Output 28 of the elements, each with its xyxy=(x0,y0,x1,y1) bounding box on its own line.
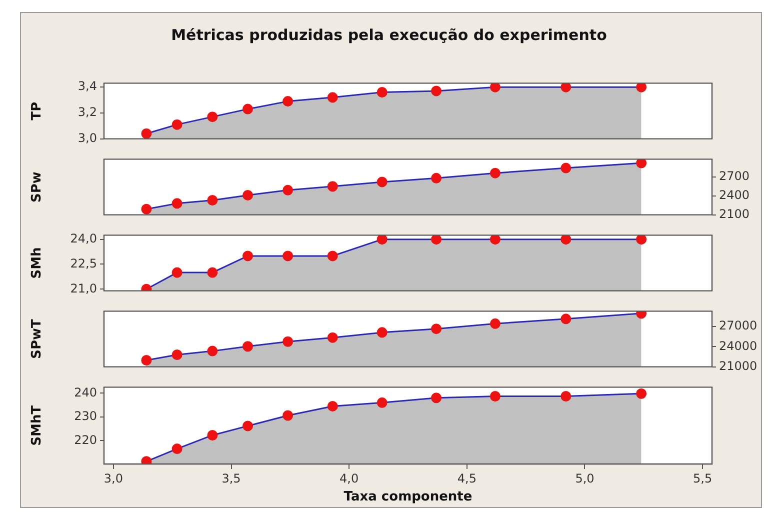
y-axis-title: SPwT xyxy=(29,318,44,359)
y-tick-label: 3,2 xyxy=(78,105,97,120)
x-tick-label: 4,5 xyxy=(457,471,476,486)
x-axis-title: Taxa componente xyxy=(344,490,472,505)
chart-title: Métricas produzidas pela execução do experimento xyxy=(170,26,608,44)
y2-tick-label: 24000 xyxy=(719,338,758,353)
y-tick-label: 230 xyxy=(74,409,97,424)
y-tick-label: 21,0 xyxy=(70,281,97,296)
y2-tick-label: 2100 xyxy=(719,206,750,221)
y-axis-title: SMhT xyxy=(29,405,44,446)
y-axis-title: SMh xyxy=(29,247,44,279)
y-tick-label: 24,0 xyxy=(70,231,97,246)
y-axis-title: TP xyxy=(29,102,44,120)
x-tick-label: 5,0 xyxy=(575,471,594,486)
y-tick-label: 220 xyxy=(74,432,97,447)
y-axis-title: SPw xyxy=(29,172,44,202)
y-tick-label: 3,0 xyxy=(78,130,97,145)
y2-tick-label: 2700 xyxy=(719,169,750,184)
y2-tick-label: 21000 xyxy=(719,358,758,373)
y-tick-label: 22,5 xyxy=(70,256,97,270)
x-tick-label: 5,5 xyxy=(693,471,712,486)
y-tick-label: 3,4 xyxy=(78,79,97,94)
y2-tick-label: 27000 xyxy=(719,318,758,333)
x-tick-label: 3,0 xyxy=(104,471,123,486)
x-tick-label: 4,0 xyxy=(340,471,359,486)
x-tick-label: 3,5 xyxy=(222,471,241,486)
y2-tick-label: 2400 xyxy=(719,188,750,202)
y-tick-label: 240 xyxy=(74,385,97,400)
